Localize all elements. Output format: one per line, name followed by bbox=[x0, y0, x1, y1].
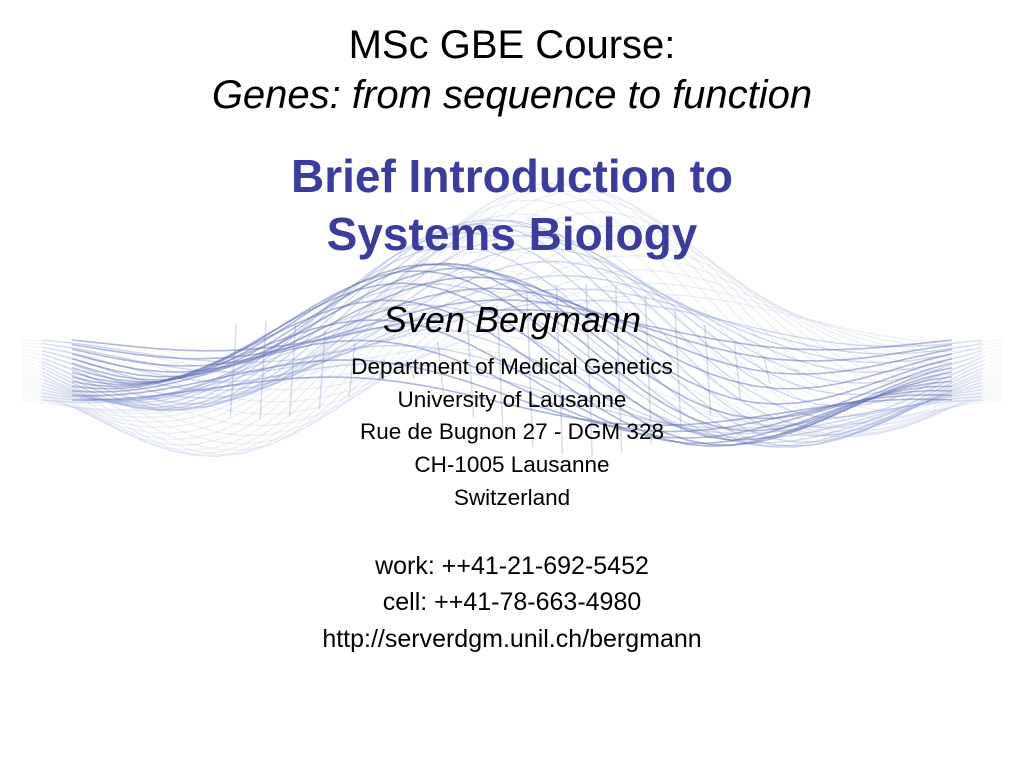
slide-content: MSc GBE Course: Genes: from sequence to … bbox=[0, 0, 1024, 768]
course-subtitle: Genes: from sequence to function bbox=[0, 72, 1024, 118]
contact-block: work: ++41-21-692-5452 cell: ++41-78-663… bbox=[0, 548, 1024, 657]
author-name: Sven Bergmann bbox=[0, 299, 1024, 341]
contact-work-phone: work: ++41-21-692-5452 bbox=[0, 548, 1024, 584]
affiliation-postal: CH-1005 Lausanne bbox=[0, 449, 1024, 482]
affiliation-university: University of Lausanne bbox=[0, 384, 1024, 417]
course-label: MSc GBE Course: bbox=[0, 22, 1024, 68]
affiliation-country: Switzerland bbox=[0, 482, 1024, 515]
contact-cell-phone: cell: ++41-78-663-4980 bbox=[0, 584, 1024, 620]
title-line2: Systems Biology bbox=[0, 206, 1024, 264]
affiliation-street: Rue de Bugnon 27 - DGM 328 bbox=[0, 416, 1024, 449]
affiliation-dept: Department of Medical Genetics bbox=[0, 351, 1024, 384]
affiliation-block: Department of Medical Genetics Universit… bbox=[0, 351, 1024, 514]
contact-url: http://serverdgm.unil.ch/bergmann bbox=[0, 621, 1024, 657]
presentation-title: Brief Introduction to Systems Biology bbox=[0, 148, 1024, 263]
title-line1: Brief Introduction to bbox=[0, 148, 1024, 206]
